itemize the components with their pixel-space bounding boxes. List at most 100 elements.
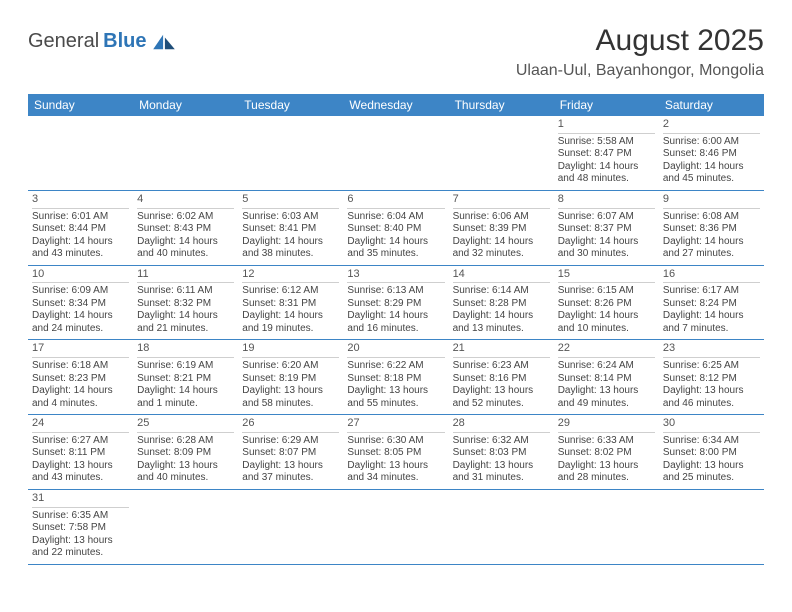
day-number: 6 [347,193,444,209]
cell-text: and 32 minutes. [453,248,550,261]
cell-text: and 4 minutes. [32,398,129,411]
day-number: 13 [347,268,444,284]
calendar-cell: 20Sunrise: 6:22 AMSunset: 8:18 PMDayligh… [343,340,448,415]
calendar-cell: 12Sunrise: 6:12 AMSunset: 8:31 PMDayligh… [238,265,343,340]
cell-text: and 37 minutes. [242,472,339,485]
cell-text: and 10 minutes. [558,323,655,336]
cell-text: Sunrise: 6:18 AM [32,360,129,373]
cell-text: Daylight: 13 hours [453,460,550,473]
cell-text: Sunrise: 6:33 AM [558,435,655,448]
cell-text: Sunrise: 6:03 AM [242,211,339,224]
cell-text: Daylight: 13 hours [242,460,339,473]
cell-text: Daylight: 14 hours [347,310,444,323]
calendar-cell [133,489,238,564]
month-title: August 2025 [516,24,764,58]
calendar-cell: 23Sunrise: 6:25 AMSunset: 8:12 PMDayligh… [659,340,764,415]
calendar-cell: 15Sunrise: 6:15 AMSunset: 8:26 PMDayligh… [554,265,659,340]
calendar-week-row: 1Sunrise: 5:58 AMSunset: 8:47 PMDaylight… [28,116,764,190]
calendar-week-row: 10Sunrise: 6:09 AMSunset: 8:34 PM Dayligh… [28,265,764,340]
cell-text: Daylight: 13 hours [558,460,655,473]
cell-text: and 16 minutes. [347,323,444,336]
calendar-week-row: 24Sunrise: 6:27 AMSunset: 8:11 PMDayligh… [28,415,764,490]
day-number: 1 [558,118,655,134]
cell-text: Sunrise: 6:24 AM [558,360,655,373]
cell-text: Daylight: 14 hours [558,310,655,323]
cell-text: Daylight: 14 hours [663,310,760,323]
cell-text: Sunset: 8:02 PM [558,447,655,460]
title-block: August 2025 Ulaan-Uul, Bayanhongor, Mong… [516,24,764,80]
cell-text: and 43 minutes. [32,472,129,485]
day-number: 8 [558,193,655,209]
cell-text: Sunrise: 6:00 AM [663,136,760,149]
cell-text: Sunset: 8:12 PM [663,373,760,386]
cell-text: Sunrise: 6:20 AM [242,360,339,373]
cell-text: and 52 minutes. [453,398,550,411]
cell-text: and 7 minutes. [663,323,760,336]
calendar-cell: 26Sunrise: 6:29 AMSunset: 8:07 PMDayligh… [238,415,343,490]
cell-text: Sunset: 8:26 PM [558,298,655,311]
day-header: Thursday [449,94,554,116]
cell-text: Sunrise: 6:09 AM [32,285,129,298]
cell-text: and 48 minutes. [558,173,655,186]
calendar-cell: 6Sunrise: 6:04 AMSunset: 8:40 PMDaylight… [343,190,448,265]
cell-text: and 45 minutes. [663,173,760,186]
cell-text: and 27 minutes. [663,248,760,261]
calendar-cell: 7Sunrise: 6:06 AMSunset: 8:39 PMDaylight… [449,190,554,265]
cell-text: Sunrise: 6:23 AM [453,360,550,373]
cell-text: Sunset: 8:34 PM [32,298,129,311]
cell-text: and 49 minutes. [558,398,655,411]
day-header: Tuesday [238,94,343,116]
cell-text: Sunrise: 6:29 AM [242,435,339,448]
cell-text: Daylight: 14 hours [242,236,339,249]
calendar-cell: 16Sunrise: 6:17 AMSunset: 8:24 PMDayligh… [659,265,764,340]
day-number: 22 [558,342,655,358]
cell-text: Sunrise: 6:11 AM [137,285,234,298]
cell-text: Sunset: 8:19 PM [242,373,339,386]
calendar-cell: 9Sunrise: 6:08 AMSunset: 8:36 PMDaylight… [659,190,764,265]
day-header: Wednesday [343,94,448,116]
cell-text: Sunrise: 6:19 AM [137,360,234,373]
cell-text: and 38 minutes. [242,248,339,261]
cell-text: Sunset: 8:31 PM [242,298,339,311]
cell-text: Daylight: 13 hours [558,385,655,398]
day-header: Sunday [28,94,133,116]
cell-text: Sunset: 8:36 PM [663,223,760,236]
cell-text: and 58 minutes. [242,398,339,411]
day-number: 10 [32,268,129,284]
cell-text: and 43 minutes. [32,248,129,261]
cell-text: Sunset: 8:05 PM [347,447,444,460]
cell-text: Daylight: 13 hours [453,385,550,398]
cell-text: Sunset: 8:07 PM [242,447,339,460]
calendar-cell: 28Sunrise: 6:32 AMSunset: 8:03 PMDayligh… [449,415,554,490]
calendar-cell [343,489,448,564]
cell-text: Sunrise: 6:14 AM [453,285,550,298]
day-number: 7 [453,193,550,209]
calendar-cell [554,489,659,564]
cell-text: Daylight: 14 hours [242,310,339,323]
calendar-week-row: 31Sunrise: 6:35 AMSunset: 7:58 PMDayligh… [28,489,764,564]
day-header: Saturday [659,94,764,116]
cell-text: Sunrise: 6:01 AM [32,211,129,224]
calendar-cell: 24Sunrise: 6:27 AMSunset: 8:11 PMDayligh… [28,415,133,490]
cell-text: Daylight: 14 hours [32,236,129,249]
day-number: 2 [663,118,760,134]
cell-text: Daylight: 13 hours [137,460,234,473]
cell-text: Daylight: 14 hours [137,310,234,323]
cell-text: Sunset: 8:24 PM [663,298,760,311]
cell-text: Sunrise: 6:07 AM [558,211,655,224]
cell-text: and 35 minutes. [347,248,444,261]
cell-text: Sunset: 8:47 PM [558,148,655,161]
calendar-cell [28,116,133,190]
day-number: 3 [32,193,129,209]
brand-logo: GeneralBlue [28,30,175,53]
cell-text: Daylight: 14 hours [137,385,234,398]
cell-text: and 40 minutes. [137,472,234,485]
calendar-cell: 3Sunrise: 6:01 AMSunset: 8:44 PMDaylight… [28,190,133,265]
calendar-cell [659,489,764,564]
cell-text: Daylight: 13 hours [32,460,129,473]
cell-text: Sunrise: 5:58 AM [558,136,655,149]
cell-text: Daylight: 14 hours [32,385,129,398]
cell-text: Sunrise: 6:12 AM [242,285,339,298]
day-header: Monday [133,94,238,116]
cell-text: Sunset: 8:37 PM [558,223,655,236]
